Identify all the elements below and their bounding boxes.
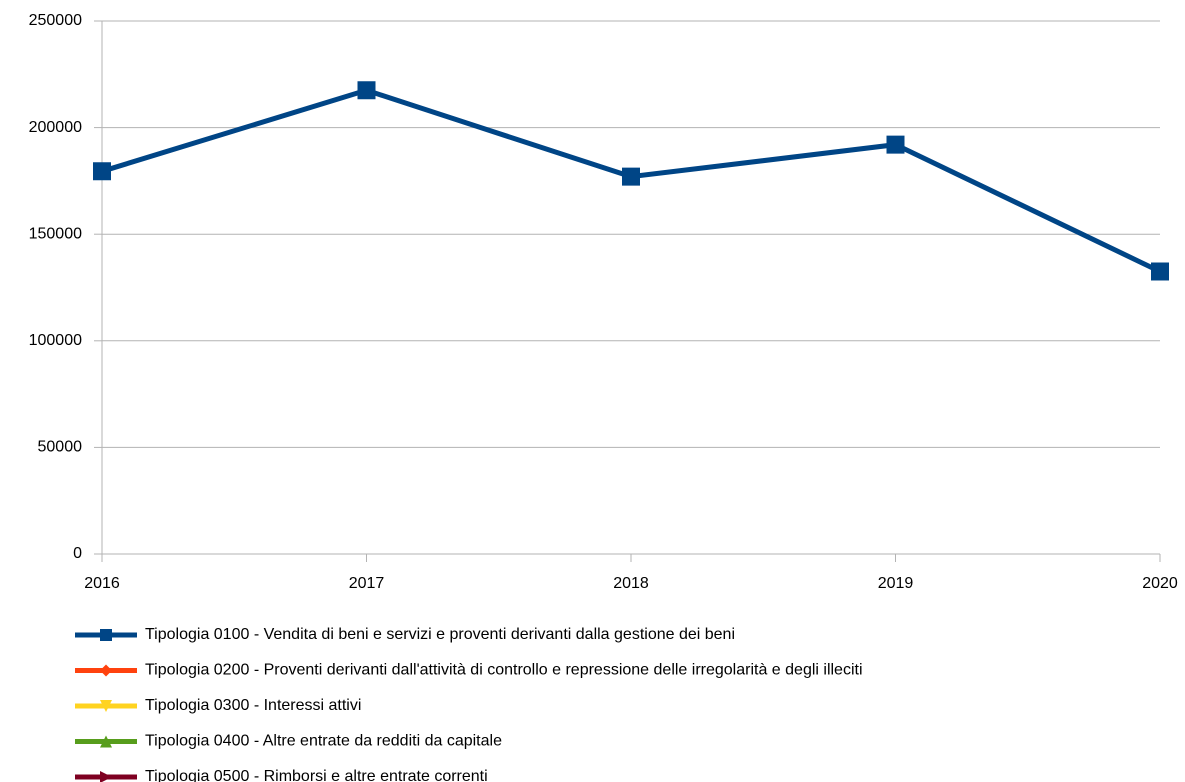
x-tick-label: 2020 <box>1142 575 1178 592</box>
y-tick-label: 50000 <box>38 439 83 456</box>
y-tick-label: 150000 <box>29 225 82 242</box>
data-point <box>93 162 111 181</box>
y-tick-label: 250000 <box>29 12 82 29</box>
legend-label: Tipologia 0400 - Altre entrate da reddit… <box>145 733 502 750</box>
data-point <box>1151 262 1169 281</box>
legend-label: Tipologia 0300 - Interessi attivi <box>145 697 361 714</box>
legend-marker <box>100 735 112 748</box>
x-tick-label: 2019 <box>878 575 914 592</box>
legend-marker <box>100 700 112 712</box>
legend-marker <box>100 771 112 782</box>
y-tick-label: 0 <box>73 545 82 562</box>
x-tick-label: 2017 <box>349 575 385 592</box>
data-point <box>622 167 640 186</box>
legend-marker <box>100 629 112 641</box>
y-tick-label: 200000 <box>29 119 82 136</box>
x-tick-label: 2018 <box>613 575 649 592</box>
x-tick-label: 2016 <box>84 575 120 592</box>
legend-label: Tipologia 0200 - Proventi derivanti dall… <box>145 662 863 679</box>
data-point <box>357 81 376 100</box>
data-point <box>886 135 905 154</box>
legend-label: Tipologia 0500 - Rimborsi e altre entrat… <box>145 768 488 782</box>
legend-marker <box>100 664 112 677</box>
y-tick-label: 100000 <box>29 332 82 349</box>
legend-label: Tipologia 0100 - Vendita di beni e servi… <box>145 626 735 643</box>
